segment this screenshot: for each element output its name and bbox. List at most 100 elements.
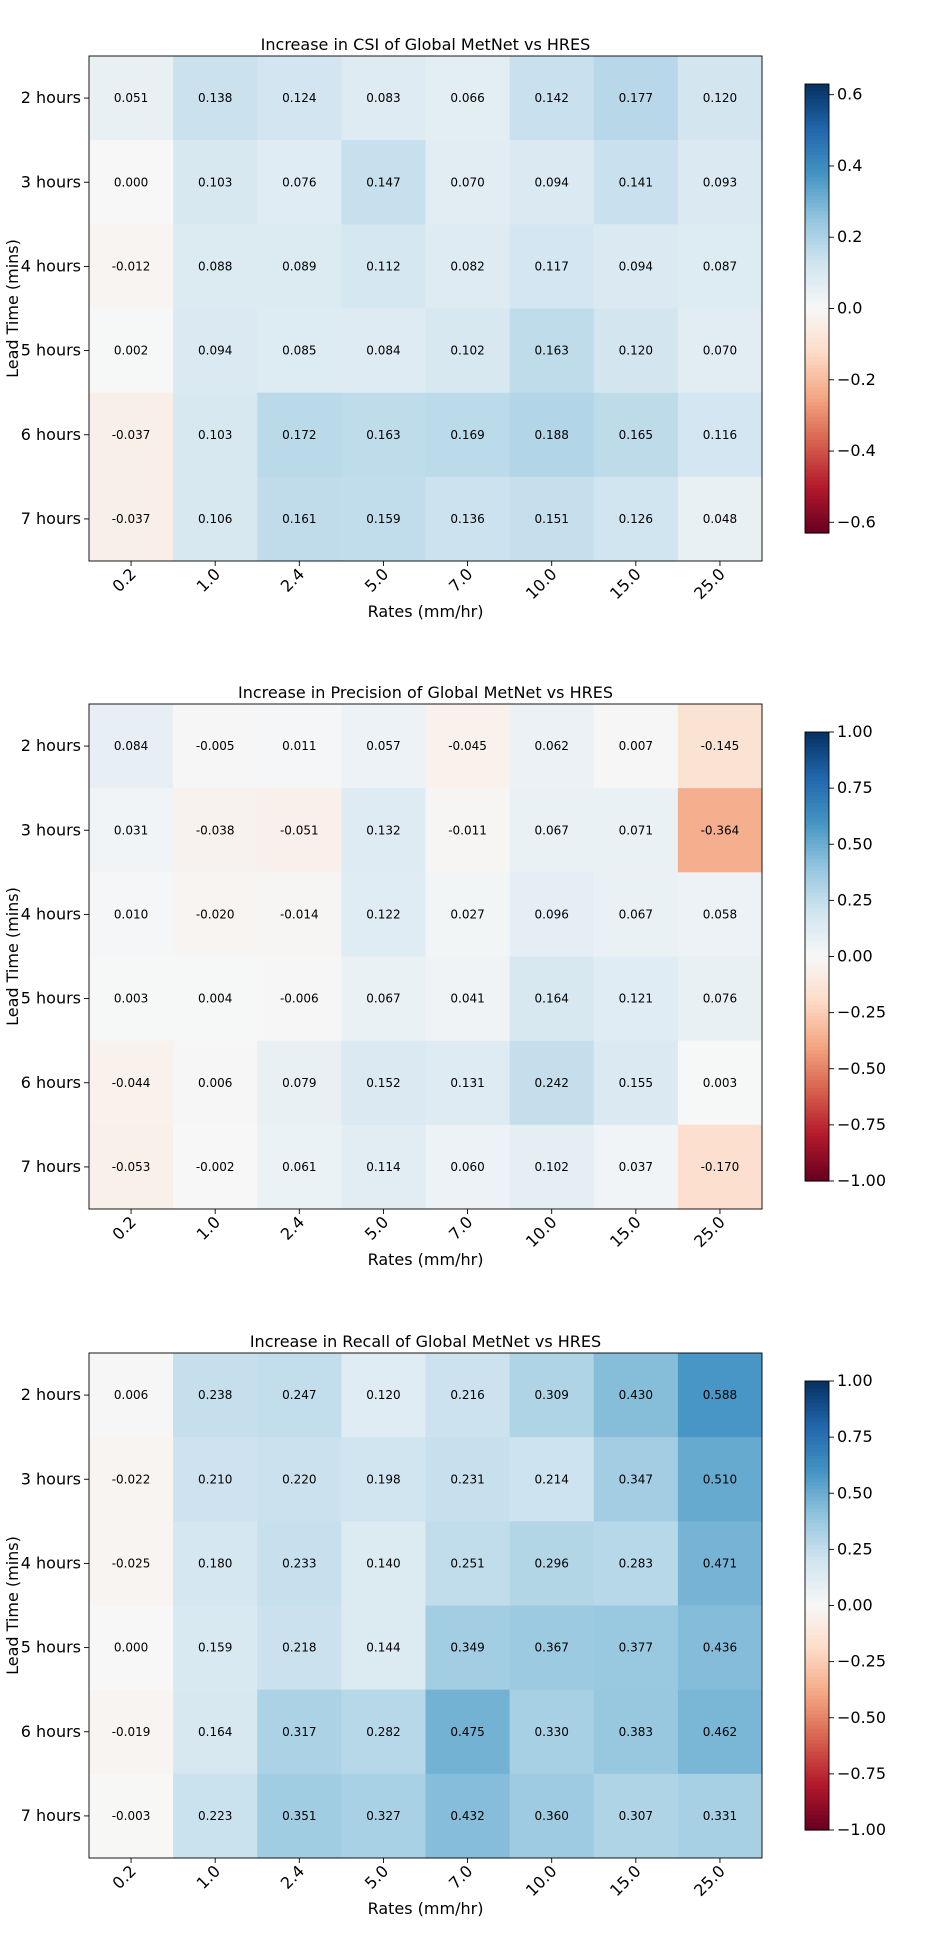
colorbar-segment [805, 1803, 829, 1809]
colorbar-segment [805, 480, 829, 485]
colorbar-segment [805, 1489, 829, 1494]
colorbar-segment [805, 521, 829, 527]
heatmap-cell [677, 56, 763, 141]
colorbar-segment [805, 514, 829, 519]
cell-value-label: 0.037 [619, 1160, 653, 1174]
colorbar-segment [805, 1583, 829, 1588]
cell-value-label: 0.383 [619, 1725, 653, 1739]
cell-value-label: 0.102 [535, 1160, 569, 1174]
cell-value-label: 0.051 [114, 91, 148, 105]
heatmap-cell [593, 1124, 679, 1210]
cell-value-label: 0.132 [366, 823, 400, 837]
colorbar-segment [805, 342, 829, 347]
cell-value-label: 0.000 [114, 1641, 148, 1655]
colorbar-segment [805, 1485, 829, 1491]
colorbar-segment [805, 136, 829, 141]
colorbar-segment [805, 758, 829, 763]
colorbar-segment [805, 1740, 829, 1745]
colorbar-segment [805, 911, 829, 916]
colorbar-segment [805, 1556, 829, 1562]
heatmap-cell [677, 1437, 763, 1522]
colorbar-segment [805, 503, 829, 508]
colorbar-tick-label: 1.00 [837, 722, 873, 741]
colorbar-segment [805, 443, 829, 448]
colorbar-segment [805, 1650, 829, 1655]
cell-value-label: 0.088 [198, 259, 232, 273]
colorbar-segment [805, 1601, 829, 1607]
heatmap-cell [173, 308, 258, 394]
heatmap-cell [89, 1437, 174, 1522]
colorbar-segment [805, 1162, 829, 1167]
colorbar-segment [805, 424, 829, 429]
colorbar-segment [805, 1008, 829, 1014]
colorbar-segment [805, 1815, 829, 1820]
colorbar-segment [805, 364, 829, 369]
colorbar-segment [805, 218, 829, 224]
cell-value-label: 0.116 [703, 428, 737, 442]
x-tick-label: 25.0 [690, 564, 729, 603]
cell-value-label: 0.330 [535, 1725, 569, 1739]
colorbar-segment [805, 431, 829, 437]
y-tick-label: 7 hours [21, 509, 81, 528]
colorbar-segment [805, 1470, 829, 1476]
cell-value-label: 0.347 [619, 1472, 653, 1486]
colorbar-segment [805, 323, 829, 328]
x-tick-label: 10.0 [522, 564, 561, 603]
heatmap-cell [677, 392, 763, 478]
colorbar-tick-label: −0.6 [837, 512, 876, 531]
heatmap-cell [677, 140, 763, 225]
colorbar-segment [805, 915, 829, 920]
y-tick-label: 5 hours [21, 341, 81, 360]
colorbar-segment [805, 922, 829, 928]
heatmap-cell [677, 224, 763, 309]
colorbar-segment [805, 439, 829, 444]
colorbar-segment [805, 199, 829, 205]
colorbar-segment [805, 791, 829, 797]
cell-value-label: 0.076 [703, 992, 737, 1006]
cell-value-label: 0.117 [535, 259, 569, 273]
colorbar-segment [805, 297, 829, 302]
colorbar-segment [805, 1785, 829, 1790]
colorbar-segment [805, 829, 829, 834]
colorbar-segment [805, 1721, 829, 1726]
heatmap-cell [509, 872, 595, 957]
colorbar-segment [805, 1425, 829, 1431]
cell-value-label: -0.012 [112, 259, 151, 273]
colorbar-segment [805, 986, 829, 991]
colorbar-segment [805, 1781, 829, 1786]
colorbar-segment [805, 1639, 829, 1644]
heatmap-cell [593, 1605, 679, 1691]
colorbar-segment [805, 1407, 829, 1412]
colorbar-segment [805, 1392, 829, 1397]
heatmap-cell [173, 788, 258, 873]
heatmap-cell [593, 1689, 679, 1775]
colorbar-segment [805, 1526, 829, 1532]
x-tick-label: 0.2 [108, 1212, 139, 1243]
heatmap-cell [509, 1605, 595, 1691]
colorbar-tick-label: 0.2 [837, 227, 862, 246]
colorbar-segment [805, 1538, 829, 1543]
colorbar-segment [805, 289, 829, 295]
cell-value-label: 0.076 [282, 175, 316, 189]
heatmap-cell [257, 140, 342, 225]
colorbar-segment [805, 1053, 829, 1059]
heatmap-cell [593, 1040, 679, 1126]
cell-value-label: 0.216 [450, 1388, 484, 1402]
colorbar-segment [805, 1796, 829, 1801]
colorbar-segment [805, 776, 829, 782]
cell-value-label: -0.011 [448, 823, 487, 837]
colorbar-segment [805, 1147, 829, 1152]
colorbar-segment [805, 1422, 829, 1427]
colorbar-segment [805, 181, 829, 186]
cell-value-label: -0.022 [112, 1472, 151, 1486]
cell-value-label: 0.006 [114, 1388, 148, 1402]
colorbar-tick-label: 0.6 [837, 85, 862, 104]
colorbar-segment [805, 417, 829, 422]
x-tick-label: 25.0 [690, 1861, 729, 1900]
colorbar-segment [805, 851, 829, 857]
colorbar-segment [805, 1695, 829, 1700]
colorbar-segment [805, 1031, 829, 1036]
colorbar-segment [805, 1792, 829, 1797]
colorbar-segment [805, 1624, 829, 1629]
colorbar-segment [805, 263, 829, 268]
